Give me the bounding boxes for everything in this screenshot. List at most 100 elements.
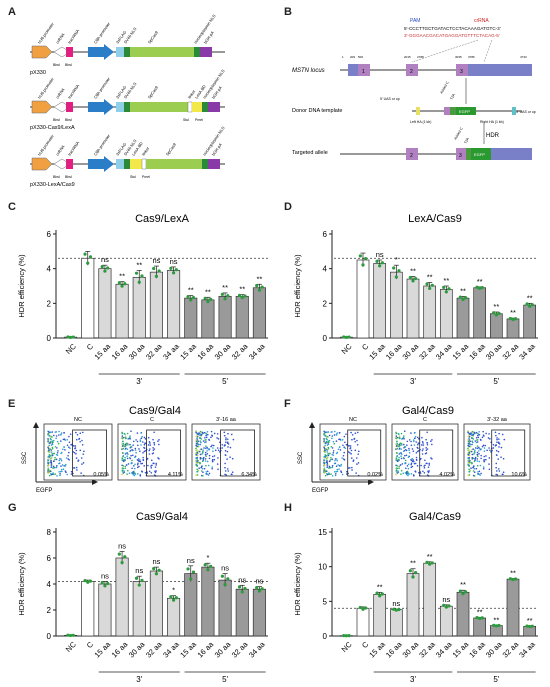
flag-block bbox=[116, 47, 124, 57]
event-dot bbox=[468, 437, 470, 440]
event-dot bbox=[400, 455, 402, 457]
event-dot bbox=[51, 453, 53, 455]
event-dot bbox=[126, 448, 129, 450]
event-dot bbox=[332, 450, 335, 452]
y-tick-label: 0 bbox=[323, 334, 328, 343]
event-dot bbox=[469, 450, 472, 453]
event-dot bbox=[474, 449, 476, 452]
significance-label: ** bbox=[188, 286, 194, 295]
event-dot bbox=[397, 444, 399, 446]
event-dot bbox=[199, 458, 202, 460]
replicate-point bbox=[442, 603, 446, 607]
event-dot bbox=[323, 464, 326, 466]
event-dot bbox=[428, 464, 431, 466]
event-dot bbox=[136, 466, 139, 469]
event-dot bbox=[75, 438, 78, 441]
event-dot bbox=[395, 445, 398, 447]
event-dot bbox=[405, 454, 408, 457]
event-dot bbox=[75, 466, 78, 469]
event-dot bbox=[136, 432, 139, 434]
label-site: StuI bbox=[130, 175, 136, 179]
event-dot bbox=[198, 450, 201, 453]
event-dot bbox=[130, 462, 133, 464]
event-dot bbox=[132, 454, 134, 457]
event-dot bbox=[126, 452, 128, 454]
event-dot bbox=[49, 470, 51, 473]
event-dot bbox=[502, 473, 504, 476]
event-dot bbox=[139, 460, 142, 463]
event-dot bbox=[60, 440, 62, 442]
event-dot bbox=[500, 456, 502, 458]
event-dot bbox=[473, 467, 476, 470]
x-tick-label: 30 aa bbox=[401, 341, 421, 361]
x-tick-label: 32 aa bbox=[417, 639, 437, 659]
donor-label: 5' UAS or op bbox=[380, 97, 400, 101]
event-dot bbox=[199, 443, 201, 446]
event-dot bbox=[80, 472, 82, 474]
chart-title: Gal4/Cas9 bbox=[409, 511, 461, 523]
event-dot bbox=[122, 454, 125, 457]
replicate-point bbox=[260, 285, 264, 289]
facs-plot-name: C bbox=[423, 417, 427, 423]
x-tick-label: 30 aa bbox=[484, 639, 504, 659]
event-dot bbox=[477, 473, 479, 475]
event-dot bbox=[195, 464, 198, 466]
event-dot bbox=[75, 453, 77, 455]
event-dot bbox=[48, 442, 51, 445]
event-dot bbox=[52, 473, 55, 476]
replicate-point bbox=[447, 604, 451, 608]
event-dot bbox=[337, 464, 339, 466]
event-dot bbox=[129, 446, 132, 449]
event-dot bbox=[200, 441, 202, 444]
event-dot bbox=[485, 455, 487, 457]
x-tick-label: 16 aa bbox=[196, 341, 216, 361]
event-dot bbox=[65, 463, 67, 466]
replicate-point bbox=[206, 300, 210, 304]
event-dot bbox=[421, 453, 424, 455]
event-dot bbox=[226, 441, 229, 443]
label-hu6: hU6 promoter bbox=[37, 133, 56, 156]
x-tick-label: NC bbox=[64, 341, 78, 355]
event-dot bbox=[398, 435, 401, 437]
event-dot bbox=[339, 449, 342, 451]
replicate-point bbox=[342, 335, 346, 339]
replicate-point bbox=[88, 579, 93, 583]
panel-letter-b: B bbox=[284, 6, 292, 18]
event-dot bbox=[153, 474, 156, 476]
significance-label: ** bbox=[222, 283, 228, 292]
panel-letter-d: D bbox=[284, 201, 292, 213]
label-cbh: CBh promoter bbox=[93, 21, 112, 45]
replicate-point bbox=[508, 577, 512, 581]
event-dot bbox=[335, 434, 338, 436]
event-dot bbox=[52, 465, 55, 468]
event-dot bbox=[52, 441, 54, 444]
coord: 4733 bbox=[520, 55, 527, 59]
event-dot bbox=[208, 457, 211, 460]
event-dot bbox=[196, 456, 199, 459]
replicate-point bbox=[375, 591, 379, 595]
exon-label: 1 bbox=[362, 69, 365, 75]
event-dot bbox=[127, 438, 129, 440]
event-dot bbox=[472, 438, 475, 440]
significance-label: ** bbox=[510, 568, 516, 577]
significance-label: ns bbox=[101, 255, 109, 264]
replicate-point bbox=[461, 297, 465, 301]
event-dot bbox=[121, 469, 124, 472]
coord: 2788 bbox=[417, 55, 424, 59]
bar bbox=[439, 289, 453, 339]
event-dot bbox=[53, 434, 55, 437]
y-tick-label: 6 bbox=[47, 554, 52, 563]
event-dot bbox=[498, 446, 500, 448]
event-dot bbox=[333, 434, 336, 436]
x-tick-label: 16 aa bbox=[110, 341, 130, 361]
bar bbox=[98, 583, 112, 637]
event-dot bbox=[202, 458, 205, 460]
replicate-point bbox=[106, 581, 110, 586]
bar bbox=[184, 297, 198, 339]
event-dot bbox=[475, 431, 478, 434]
sequence-bottom: 3'-GGGAACGACATGAGGATGTTTCTACAG-5' bbox=[404, 33, 500, 38]
replicate-point bbox=[497, 623, 501, 628]
panel-letter-a: A bbox=[8, 6, 16, 18]
event-dot bbox=[217, 449, 220, 452]
event-dot bbox=[334, 472, 337, 475]
